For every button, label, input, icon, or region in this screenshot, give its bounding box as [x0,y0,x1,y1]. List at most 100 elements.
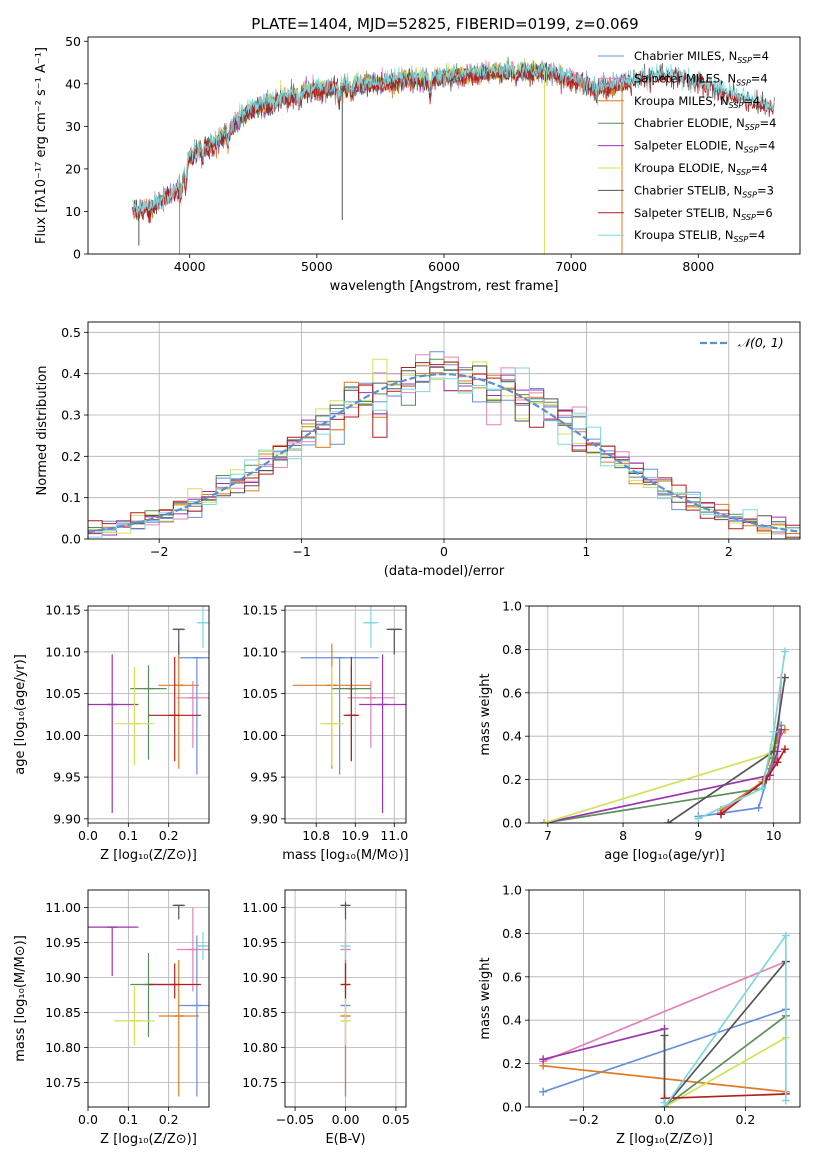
weight_vs_Z-xlabel: Z [log₁₀(Z/Z⊙)] [616,1132,713,1147]
spectrum-xlabel: wavelength [Angstrom, rest frame] [330,279,559,294]
spectrum-xtick-label: 8000 [682,259,714,274]
residuals-histogram [88,358,800,537]
legend-label-sub: SSP [736,168,751,177]
age_vs_mass-ytick-label: 10.15 [242,603,278,618]
mass_vs_Z-ytick-label: 10.80 [45,1040,81,1055]
mass_vs_Z-ytick-label: 10.90 [45,970,81,985]
spectrum-legend-label: Salpeter ELODIE, NSSP=4 [634,139,775,155]
legend-label-tail: =4 [748,228,765,242]
spectrum-xtick-label: 7000 [555,259,587,274]
age_vs_Z-panel: 0.0 0.1 0.2 9.90 9.95 10.00 10.05 10.10 10.15 Z [… [13,603,210,863]
mass_vs_Z-plot-area [88,890,209,1107]
spectrum-panel: 4000 5000 6000 7000 8000 0 10 20 30 40 50 wavelengt… [34,34,801,294]
spectrum-ylabel: Flux [fλ10⁻¹⁷ erg cm⁻² s⁻¹ A⁻¹] [34,47,49,244]
age_vs_mass-xtick-label: 10.9 [341,828,369,843]
weight_vs_age-series-line [543,727,779,823]
age_vs_mass-panel: 10.8 10.9 11.0 9.90 9.95 10.00 10.05 10.10 10.15… [242,603,409,863]
spectrum-legend-label: Kroupa ELODIE, NSSP=4 [634,161,768,177]
weight_vs_age-ytick-label: 0.2 [502,772,522,787]
age_vs_mass-ytick-label: 10.10 [242,644,278,659]
weight_vs_Z-panel: −0.2 0.0 0.2 0.0 0.2 0.4 0.6 0.8 1.0 Z [log₁₀(Z/Z… [478,883,801,1147]
weight_vs_Z-xtick-label: −0.2 [568,1112,598,1127]
weight_vs_age-point-marker [780,647,789,656]
weight_vs_age-point-marker [758,784,767,793]
mass_vs_Z-frame [87,889,210,1108]
weight_vs_age-ytick-label: 1.0 [502,599,522,614]
weight_vs_Z-series-line [664,1036,787,1107]
residuals-histogram [88,365,800,532]
residuals-ytick-label: 0.2 [61,449,81,464]
weight_vs_age-ytick-label: 0.6 [502,685,522,700]
weight_vs_age-point-marker [780,745,789,754]
spectrum-plot-area [132,56,775,254]
weight_vs_Z-ytick-label: 0.4 [502,1013,522,1028]
spectrum-legend-label: Chabrier ELODIE, NSSP=4 [634,116,776,132]
legend-label-tail: =6 [756,206,773,220]
weight_vs_Z-point-marker [660,1103,669,1107]
spectrum-ytick-label: 40 [65,76,81,91]
legend-label-main: Chabrier MILES, N [634,49,737,63]
mass_vs_Z-xlabel: Z [log₁₀(Z/Z⊙)] [100,1132,197,1147]
age_vs_mass-ytick-label: 9.95 [250,770,278,785]
weight_vs_age-point-marker [694,814,703,823]
mass_vs_Z-ytick-label: 11.00 [45,900,81,915]
age_vs_Z-ytick-label: 10.10 [45,644,81,659]
weight_vs_age-point-marker [773,758,782,767]
weight_vs_Z-frame [528,889,801,1108]
mass_vs_Z-ytick-label: 10.95 [45,935,81,950]
weight_vs_Z-ytick-label: 0.6 [502,969,522,984]
mass_vs_ebv-panel: −0.05 0.00 0.05 10.75 10.80 10.85 10.90 10.95 11… [242,889,410,1147]
spectrum-ytick-label: 10 [65,204,81,219]
residuals-xlabel: (data-model)/error [384,564,505,579]
spectrum-ytick-label: 20 [65,161,81,176]
age_vs_Z-frame [87,605,210,824]
weight_vs_age-point-marker [716,810,725,819]
weight_vs_Z-series-line [542,1028,665,1061]
weight_vs_age-frame [528,605,801,824]
legend-label-sub: SSP [729,101,744,110]
legend-label-tail: =4 [751,71,768,85]
residuals-legend-label: 𝒩(0, 1) [738,335,784,350]
legend-label-sub: SSP [737,56,752,65]
legend-label-tail: =4 [752,49,769,63]
spectrum-xtick-label: 6000 [428,259,460,274]
weight_vs_Z-ytick-label: 0.8 [502,926,522,941]
residuals-plot-area [88,322,800,539]
age_vs_mass-ytick-label: 9.90 [250,811,278,826]
weight_vs_Z-series-line [663,961,787,1107]
weight_vs_age-point-marker [754,803,763,812]
mass_vs_ebv-ytick-label: 10.95 [242,935,278,950]
residuals-ylabel: Normed distribution [35,366,50,496]
weight_vs_age-point-marker [769,727,778,736]
age_vs_Z-ytick-label: 10.00 [45,728,81,743]
figure-title: PLATE=1404, MJD=52825, FIBERID=0199, z=0… [251,15,638,33]
weight_vs_age-xtick-label: 8 [619,828,627,843]
weight_vs_Z-plot-area [529,890,800,1107]
age_vs_Z-ytick-label: 10.05 [45,686,81,701]
residuals-histogram [88,367,800,538]
legend-label-sub: SSP [734,235,749,244]
weight_vs_Z-point-marker [539,1055,548,1064]
mass_vs_ebv-ytick-label: 11.00 [242,900,278,915]
weight_vs_age-series-line [543,729,783,823]
weight_vs_Z-point-marker [781,1096,790,1105]
legend-label-main: Salpeter STELIB, N [634,206,741,220]
legend-label-tail: =4 [751,161,768,175]
mass_vs_Z-ylabel: mass [log₁₀(M/M⊙)] [13,935,28,1062]
weight_vs_age-ytick-label: 0.4 [502,729,522,744]
weight_vs_Z-xtick-label: 0.0 [655,1112,675,1127]
age_vs_Z-xtick-label: 0.2 [159,828,179,843]
legend-label-main: Chabrier STELIB, N [634,183,742,197]
residuals-gaussian-curve [88,372,800,533]
weight_vs_Z-ylabel: mass weight [478,957,493,1039]
mass_vs_Z-ytick-label: 10.75 [45,1075,81,1090]
weight_vs_age-ytick-label: 0.8 [502,642,522,657]
legend-label-main: Kroupa STELIB, N [634,228,734,242]
residuals-xtick-label: 2 [725,544,733,559]
weight_vs_age-xtick-label: 9 [694,828,702,843]
legend-label-main: Salpeter MILES, N [634,71,736,85]
weight_vs_Z-series-line [664,1093,786,1100]
weight_vs_age-xtick-label: 10 [766,828,782,843]
spectrum-legend-label: Kroupa MILES, NSSP=4 [634,94,760,110]
legend-label-sub: SSP [736,78,751,87]
